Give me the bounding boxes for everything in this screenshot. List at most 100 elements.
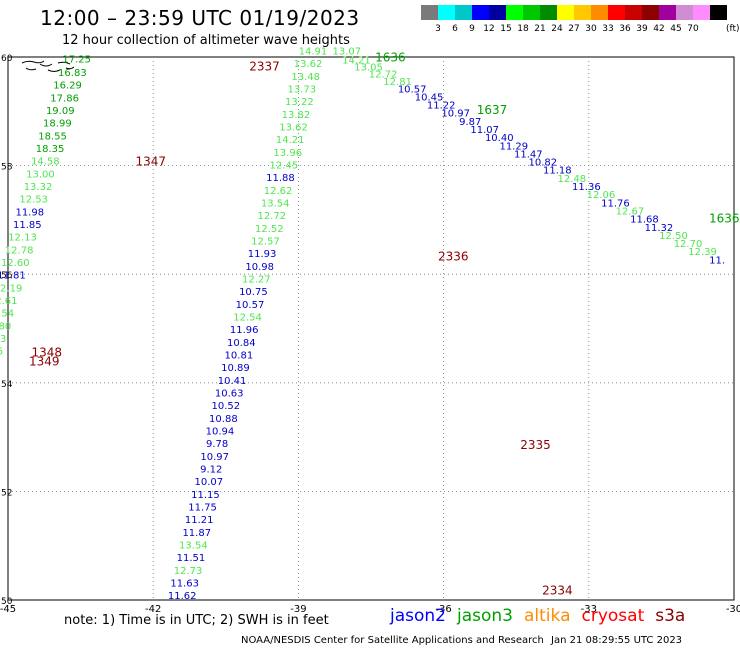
lon-tick-label: -30: [726, 604, 740, 615]
lon-tick-label: -39: [290, 604, 306, 615]
wave-height-value: 10.94: [206, 426, 235, 437]
wave-height-value: 12.72: [257, 211, 286, 222]
wave-height-value: 10.57: [398, 84, 427, 95]
color-swatch: [523, 5, 540, 20]
wave-height-value: 11.88: [266, 173, 295, 184]
wave-height-value: 13.22: [285, 97, 314, 108]
color-swatch: [625, 5, 642, 20]
wave-height-value: 12.39: [688, 247, 717, 258]
satellite-legend: jason2 jason3 altika cryosat s3a: [390, 606, 696, 626]
pass-time-label: 1349: [29, 354, 60, 368]
wave-height-value: 18.99: [43, 119, 72, 130]
wave-height-value: 11.21: [185, 515, 214, 526]
wave-height-value: 9.78: [206, 439, 228, 450]
color-scale-label: 21: [534, 24, 546, 34]
color-scale-label: 24: [551, 24, 563, 34]
lon-tick-label: -33: [581, 604, 597, 615]
wave-height-value: 10.57: [236, 300, 265, 311]
wave-height-value: 11.15: [191, 490, 220, 501]
pass-time-label: 1347: [136, 155, 167, 169]
wave-height-value: 12.54: [0, 309, 14, 320]
color-scale-label: 70: [687, 24, 699, 34]
color-swatch: [574, 5, 591, 20]
color-scale-label: 3: [435, 24, 441, 34]
credit-text: NOAA/NESDIS Center for Satellite Applica…: [241, 635, 544, 646]
footer-note: note: 1) Time is in UTC; 2) SWH is in fe…: [64, 613, 329, 628]
color-scale-label: 33: [602, 24, 614, 34]
wave-height-value: 12.81: [383, 77, 412, 88]
wave-height-value: 10.07: [195, 477, 224, 488]
color-swatch: [472, 5, 489, 20]
color-swatch: [676, 5, 693, 20]
wave-height-value: 9.12: [200, 464, 222, 475]
color-swatch: [608, 5, 625, 20]
wave-height-value: 13.96: [273, 148, 302, 159]
wave-height-value: 11.75: [188, 502, 217, 513]
wave-height-value: 11.07: [470, 125, 499, 136]
map-frame: -45 -42 -39 -36 -33 -30 60 58 56 54 52 50: [0, 54, 740, 615]
color-scale-unit: (ft): [726, 24, 740, 34]
color-scale-label: 27: [568, 24, 580, 34]
wave-height-value: 13.62: [279, 122, 308, 133]
wave-height-value: 12.57: [251, 236, 280, 247]
generation-timestamp: Jan 21 08:29:55 UTC 2023: [551, 635, 683, 646]
color-scale-label: 12: [483, 24, 495, 34]
pass-time-label: 2337: [249, 60, 280, 74]
color-swatch: [693, 5, 710, 20]
wave-height-value: 11.76: [601, 198, 630, 209]
color-swatch: [557, 5, 574, 20]
wave-height-value: 14.21: [276, 135, 305, 146]
wave-height-value: 12.13: [8, 233, 37, 244]
color-scale-label: 18: [517, 24, 529, 34]
wave-height-value: 11.81: [0, 271, 26, 282]
wave-height-value: 12.27: [242, 274, 271, 285]
color-swatch: [591, 5, 608, 20]
wave-height-value: 11.: [709, 255, 725, 266]
color-swatch: [710, 5, 727, 20]
wave-height-value: 10.88: [209, 414, 238, 425]
wave-height-value: 12.54: [233, 312, 262, 323]
lon-tick-label: -36: [435, 604, 451, 615]
wave-height-value: 14.21: [342, 56, 371, 67]
wave-height-value: 18.55: [38, 132, 67, 143]
wave-height-value: 13.07: [332, 46, 361, 57]
wave-height-value: 12.46: [0, 347, 3, 358]
wave-height-value: 14.91: [299, 46, 328, 57]
wave-height-value: 10.82: [528, 158, 557, 169]
wave-height-value: 10.84: [227, 338, 256, 349]
wave-height-value: 10.97: [441, 109, 470, 120]
wave-height-value: 10.75: [239, 287, 268, 298]
wave-height-value: 18.35: [36, 144, 65, 155]
color-scale-label: 39: [636, 24, 648, 34]
wave-height-value: 13.48: [291, 72, 320, 83]
lat-tick-label: 58: [1, 163, 13, 173]
pass-time-label: 2335: [520, 438, 551, 452]
wave-height-value: 11.29: [499, 141, 528, 152]
lat-tick-label: 56: [1, 271, 13, 281]
wave-height-value: 16.29: [53, 80, 82, 91]
wave-height-value: 11.62: [168, 591, 197, 602]
lat-tick-label: 54: [1, 380, 13, 390]
wave-height-value: 12.62: [264, 186, 293, 197]
pass-time-label: 2336: [438, 250, 469, 264]
wave-height-value: 12.93: [0, 334, 6, 345]
wave-height-value: 12.78: [5, 246, 34, 257]
wave-height-value: 13.54: [179, 540, 208, 551]
wave-height-value: 10.81: [225, 350, 254, 361]
wave-height-value: 10.89: [221, 363, 250, 374]
wave-height-value: 11.47: [514, 149, 543, 160]
color-swatch: [540, 5, 557, 20]
wave-height-value: 12.50: [659, 231, 688, 242]
wave-height-value: 11.51: [177, 553, 206, 564]
wave-height-value: 12.70: [674, 239, 703, 250]
page-title: 12:00 – 23:59 UTC 01/19/2023: [40, 6, 360, 30]
wave-height-value: 11.96: [230, 325, 259, 336]
wave-height-value: 19.09: [46, 106, 75, 117]
wave-height-value: 17.86: [50, 94, 79, 105]
pass-time-label: 1637: [477, 103, 508, 117]
wave-height-value: 10.40: [485, 133, 514, 144]
wave-height-value: 11.87: [182, 528, 211, 539]
wave-height-value: 12.67: [616, 206, 645, 217]
